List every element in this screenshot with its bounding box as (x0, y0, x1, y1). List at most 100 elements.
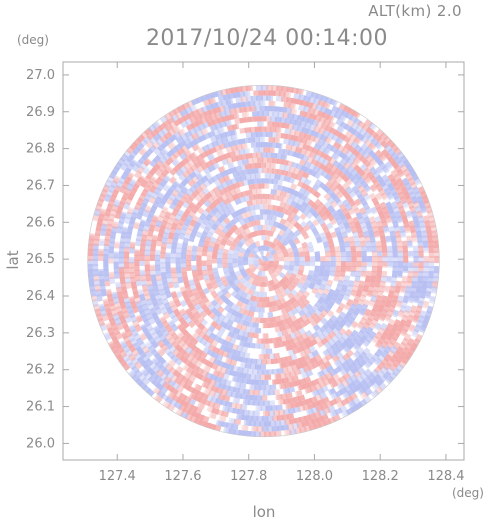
heatmap-cell (149, 254, 156, 261)
heatmap-cell (196, 250, 203, 257)
heatmap-cell (230, 134, 239, 141)
heatmap-cell (237, 260, 244, 266)
heatmap-cell (350, 122, 360, 131)
heatmap-cell (195, 130, 204, 138)
heatmap-cell (359, 391, 369, 400)
heatmap-cell (201, 187, 210, 196)
heatmap-cell (139, 219, 147, 227)
heatmap-cell (178, 308, 187, 317)
heatmap-cell (284, 227, 292, 235)
heatmap-cell (271, 215, 278, 222)
heatmap-cell (149, 307, 157, 316)
heatmap-cell (176, 271, 183, 279)
heatmap-cell (222, 253, 228, 259)
heatmap-cell (387, 255, 393, 263)
heatmap-cell (284, 272, 292, 280)
heatmap-cell (273, 270, 280, 278)
heatmap-cell (236, 240, 244, 248)
heatmap-cell (256, 264, 262, 271)
heatmap-cell (277, 195, 285, 202)
heatmap-cell (182, 237, 190, 245)
heatmap-cell (241, 158, 249, 165)
radar-boundary (87, 84, 440, 438)
heatmap-cell (368, 299, 376, 308)
heatmap-cell (262, 167, 269, 174)
heatmap-cell (124, 357, 134, 367)
heatmap-cell (252, 225, 259, 232)
heatmap-cell (265, 95, 274, 101)
heatmap-cell (344, 328, 353, 337)
heatmap-cell (227, 253, 234, 259)
heatmap-cell (182, 276, 189, 284)
heatmap-cell (262, 214, 268, 220)
heatmap-cell (270, 394, 278, 401)
heatmap-cell (249, 163, 257, 169)
heatmap-cell (356, 255, 362, 263)
heatmap-cell (404, 305, 412, 314)
heatmap-cell (314, 292, 322, 300)
heatmap-cell (247, 168, 254, 175)
heatmap-cell (371, 250, 378, 258)
heatmap-cell (293, 251, 300, 258)
heatmap-cell (257, 333, 264, 339)
heatmap-cell (308, 232, 316, 240)
heatmap-cell (184, 389, 193, 398)
heatmap-cell (144, 254, 150, 261)
heatmap-cell (274, 315, 281, 322)
heatmap-cell (266, 379, 274, 386)
heatmap-cell (114, 170, 123, 180)
heatmap-cell (344, 320, 353, 329)
heatmap-cell (151, 120, 161, 130)
heatmap-cell (98, 243, 105, 252)
heatmap-cell (366, 289, 374, 298)
heatmap-cell (175, 262, 182, 269)
heatmap-cell (243, 184, 251, 192)
heatmap-cell (288, 166, 296, 174)
heatmap-cell (188, 171, 197, 180)
heatmap-cell (315, 236, 323, 244)
heatmap-cell (242, 169, 250, 176)
heatmap-cell (171, 271, 178, 279)
heatmap-cell (347, 207, 356, 216)
heatmap-cell (301, 154, 310, 162)
heatmap-cell (192, 168, 201, 177)
heatmap-cell (181, 247, 187, 254)
heatmap-cell (191, 264, 197, 272)
heatmap-cell (370, 389, 380, 398)
heatmap-cell (264, 173, 271, 179)
heatmap-cell (230, 97, 239, 104)
heatmap-cell (284, 243, 292, 250)
heatmap-cell (248, 252, 255, 259)
heatmap-cell (236, 413, 244, 421)
heatmap-cell (208, 273, 215, 281)
heatmap-cell (243, 251, 250, 258)
heatmap-cell (257, 369, 264, 375)
heatmap-cell (215, 419, 224, 427)
heatmap-cell (353, 280, 360, 288)
heatmap-cell (277, 211, 285, 219)
heatmap-cell (229, 337, 237, 345)
heatmap-cell (244, 174, 252, 181)
heatmap-cell (211, 252, 218, 259)
heatmap-cell (372, 188, 381, 197)
heatmap-cell (335, 250, 341, 258)
heatmap-cell (334, 175, 344, 184)
heatmap-cell (127, 352, 137, 362)
heatmap-cell (246, 158, 254, 164)
heatmap-cell (344, 376, 354, 386)
heatmap-cell (333, 195, 341, 204)
heatmap-cell (244, 267, 252, 274)
heatmap-cell (251, 337, 258, 344)
heatmap-cell (256, 270, 263, 277)
heatmap-cell (322, 241, 330, 248)
heatmap-cell (261, 302, 268, 308)
heatmap-cell (411, 235, 418, 243)
heatmap-cell (240, 143, 248, 150)
heatmap-cell (345, 265, 352, 273)
heatmap-cell (269, 162, 277, 169)
heatmap-cell (270, 358, 278, 365)
heatmap-cell (286, 247, 294, 254)
heatmap-cell (426, 210, 434, 219)
heatmap-cell (240, 96, 248, 103)
heatmap-cell (167, 391, 177, 400)
